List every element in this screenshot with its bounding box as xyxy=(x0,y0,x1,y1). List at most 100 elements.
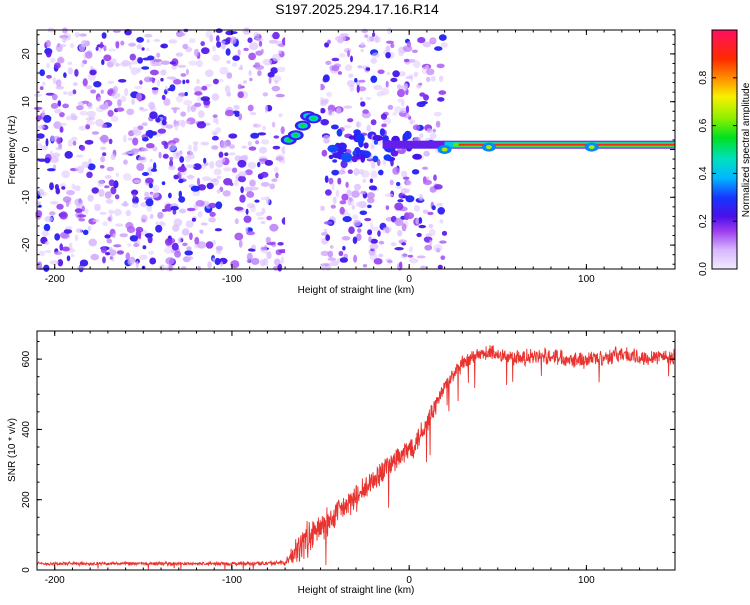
noise-blob xyxy=(33,106,43,110)
noise-blob xyxy=(62,36,67,43)
noise-blob xyxy=(387,27,392,35)
noise-blob xyxy=(323,135,331,140)
noise-blob xyxy=(200,141,210,146)
y-tick-label: 20 xyxy=(21,48,32,60)
noise-blob xyxy=(215,28,223,33)
noise-blob xyxy=(249,248,256,252)
noise-blob xyxy=(371,226,379,232)
noise-blob xyxy=(100,134,109,143)
noise-blob xyxy=(68,242,73,250)
noise-blob xyxy=(196,79,200,84)
noise-blob xyxy=(41,230,49,237)
noise-blob xyxy=(167,88,174,91)
noise-blob xyxy=(262,125,266,131)
noise-blob xyxy=(132,126,139,134)
noise-blob xyxy=(100,146,107,150)
noise-blob xyxy=(368,236,372,243)
noise-blob xyxy=(106,166,115,172)
noise-blob xyxy=(230,260,240,269)
noise-blob xyxy=(161,181,166,186)
noise-blob xyxy=(275,154,286,162)
noise-blob xyxy=(332,159,338,163)
noise-blob xyxy=(178,178,184,184)
noise-blob xyxy=(250,132,260,139)
colorbar-label: Normalized spectral amplitude xyxy=(741,82,750,217)
noise-blob xyxy=(362,178,367,183)
noise-blob xyxy=(277,66,286,73)
noise-blob xyxy=(344,64,353,71)
noise-blob xyxy=(339,257,348,263)
noise-blob xyxy=(253,31,260,40)
noise-blob xyxy=(115,62,120,67)
noise-blob xyxy=(113,244,122,248)
noise-blob xyxy=(99,41,104,49)
y-tick-label: 200 xyxy=(21,491,32,508)
noise-blob xyxy=(385,52,391,59)
noise-blob xyxy=(378,169,384,176)
noise-blob xyxy=(401,242,407,246)
noise-blob xyxy=(387,259,393,264)
noise-blob xyxy=(131,202,139,208)
noise-blob xyxy=(341,193,349,201)
noise-blob xyxy=(411,49,418,53)
noise-blob xyxy=(387,104,394,110)
noise-blob xyxy=(405,105,410,114)
noise-blob xyxy=(155,224,163,233)
noise-blob xyxy=(188,38,196,44)
noise-blob xyxy=(321,264,326,271)
noise-blob xyxy=(439,240,447,244)
noise-blob xyxy=(422,41,432,48)
noise-blob xyxy=(361,170,370,178)
noise-blob xyxy=(104,191,112,199)
noise-blob xyxy=(376,91,384,97)
noise-blob xyxy=(186,246,192,251)
noise-blob xyxy=(224,85,231,93)
noise-blob xyxy=(124,151,131,155)
noise-blob xyxy=(431,205,436,211)
noise-blob xyxy=(353,254,358,263)
noise-blob xyxy=(209,178,218,183)
noise-blob xyxy=(165,257,175,265)
noise-blob xyxy=(110,58,117,65)
noise-blob xyxy=(269,183,276,190)
noise-blob xyxy=(260,181,270,187)
noise-blob xyxy=(424,244,433,251)
noise-blob xyxy=(349,84,355,92)
noise-blob xyxy=(416,232,422,238)
x-tick-label: -100 xyxy=(222,575,242,586)
noise-blob xyxy=(438,34,447,41)
noise-blob xyxy=(397,89,405,98)
noise-blob xyxy=(169,156,174,161)
noise-blob xyxy=(345,181,349,188)
noise-blob xyxy=(212,117,218,123)
track-blob-core xyxy=(311,116,316,120)
noise-blob xyxy=(234,112,240,117)
noise-blob xyxy=(87,225,92,232)
noise-blob xyxy=(176,32,186,37)
noise-blob xyxy=(57,100,62,107)
noise-blob xyxy=(239,194,246,203)
noise-blob xyxy=(226,91,232,97)
noise-blob xyxy=(133,243,140,248)
carrier-blob xyxy=(355,133,365,144)
noise-blob xyxy=(84,208,89,215)
noise-blob xyxy=(216,189,221,194)
noise-blob xyxy=(338,53,346,58)
noise-blob xyxy=(359,97,363,101)
noise-blob xyxy=(79,110,88,116)
noise-blob xyxy=(280,256,285,265)
noise-blob xyxy=(123,173,132,181)
noise-blob xyxy=(151,87,159,91)
noise-blob xyxy=(215,201,223,210)
noise-blob xyxy=(141,66,150,70)
noise-blob xyxy=(260,196,270,201)
noise-blob xyxy=(61,246,70,252)
noise-blob xyxy=(110,186,117,195)
noise-blob xyxy=(109,256,113,260)
noise-blob xyxy=(74,185,81,192)
noise-blob xyxy=(205,69,214,78)
noise-blob xyxy=(155,221,159,225)
y-tick-label: 10 xyxy=(21,96,32,108)
colorbar: 0.0 0.2 0.4 0.6 0.8 Normalized spectral ampl… xyxy=(698,29,750,276)
